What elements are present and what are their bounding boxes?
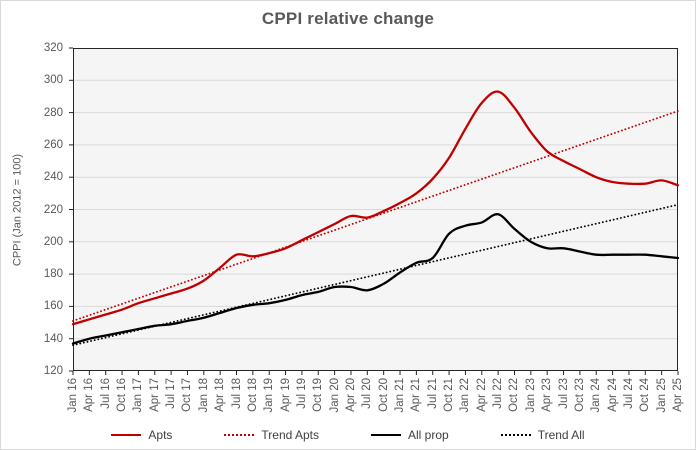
x-tick-label: Apr 24 <box>606 378 619 412</box>
x-tick-label: Apr 18 <box>214 378 227 412</box>
series-line-trend-apts <box>72 110 679 322</box>
y-tick-label: 240 <box>43 171 63 184</box>
x-tick-label: Oct 17 <box>181 378 194 412</box>
legend-line-sample-dotted <box>500 434 531 436</box>
x-tick-label: Jan 16 <box>67 378 79 413</box>
x-tick-label: Jan 18 <box>197 378 210 413</box>
x-tick-label: Jul 21 <box>426 378 439 409</box>
legend-line-sample-dotted <box>224 434 255 436</box>
y-tick-label: 300 <box>43 74 63 87</box>
series-line-trend-all <box>72 203 679 347</box>
x-tick-label: Apr 25 <box>672 378 684 412</box>
series-line-apts <box>71 90 680 326</box>
x-tick-label: Jan 17 <box>132 378 145 413</box>
legend-label: Trend Apts <box>261 428 319 442</box>
y-tick-label: 180 <box>43 268 63 281</box>
y-tick-label: 220 <box>43 203 63 216</box>
x-tick-label: Jul 17 <box>165 378 178 409</box>
x-tick-label: Jan 22 <box>459 378 472 413</box>
x-tick-label: Oct 23 <box>573 378 586 412</box>
x-tick-label: Oct 22 <box>508 378 521 412</box>
chart-title: CPPI relative change <box>261 9 435 28</box>
y-tick-label: 280 <box>43 106 63 119</box>
y-tick-label: 140 <box>43 332 63 345</box>
x-tick-label: Jul 19 <box>295 378 308 409</box>
x-tick-label: Oct 21 <box>443 378 456 412</box>
legend-label: Trend All <box>537 428 585 442</box>
x-tick-label: Jan 24 <box>590 378 603 413</box>
legend-item-all-prop: All prop <box>371 428 449 442</box>
x-tick-label: Oct 24 <box>639 378 652 412</box>
x-tick-label: Oct 20 <box>377 378 390 412</box>
legend-item-trend-apts: Trend Apts <box>224 428 319 442</box>
x-tick-label: Apr 22 <box>475 378 488 412</box>
x-tick-label: Jan 23 <box>524 378 537 413</box>
x-tick-label: Jul 23 <box>557 378 570 409</box>
x-tick-label: Jan 21 <box>394 378 407 413</box>
x-tick-label: Jul 22 <box>492 378 505 409</box>
x-tick-label: Jul 16 <box>99 378 112 409</box>
y-tick-label: 120 <box>43 365 63 377</box>
legend-line-sample-solid <box>111 434 142 436</box>
y-tick-label: 320 <box>43 42 63 54</box>
legend-label: All prop <box>408 428 449 442</box>
x-tick-label: Oct 16 <box>116 378 129 412</box>
x-tick-label: Jul 20 <box>361 378 374 409</box>
x-tick-label: Jul 24 <box>622 378 635 409</box>
series-line-all-prop <box>71 213 680 345</box>
x-tick-label: Apr 19 <box>279 378 292 412</box>
legend-item-trend-all: Trend All <box>500 428 585 442</box>
x-tick-label: Jan 20 <box>328 378 341 413</box>
y-tick-label: 260 <box>43 138 63 151</box>
plot-area <box>69 47 680 375</box>
x-tick-label: Jul 18 <box>230 378 243 409</box>
legend-line-sample-solid <box>371 434 401 436</box>
y-tick-label: 200 <box>43 235 63 248</box>
x-tick-label: Apr 16 <box>83 378 96 412</box>
x-tick-label: Jan 25 <box>655 378 668 413</box>
x-tick-label: Oct 19 <box>312 378 325 412</box>
plot-border <box>73 48 678 371</box>
x-tick-label: Apr 21 <box>410 378 423 412</box>
x-tick-label: Oct 18 <box>246 378 259 412</box>
x-tick-label: Jan 19 <box>263 378 276 413</box>
x-tick-label: Apr 17 <box>148 378 161 412</box>
x-tick-label: Apr 20 <box>344 378 357 412</box>
legend: Apts Trend Apts All prop Trend All <box>1 428 695 442</box>
legend-item-apts: Apts <box>111 428 172 442</box>
legend-label: Apts <box>148 428 173 442</box>
x-tick-label: Apr 23 <box>541 378 554 412</box>
y-tick-label: 160 <box>43 300 63 313</box>
